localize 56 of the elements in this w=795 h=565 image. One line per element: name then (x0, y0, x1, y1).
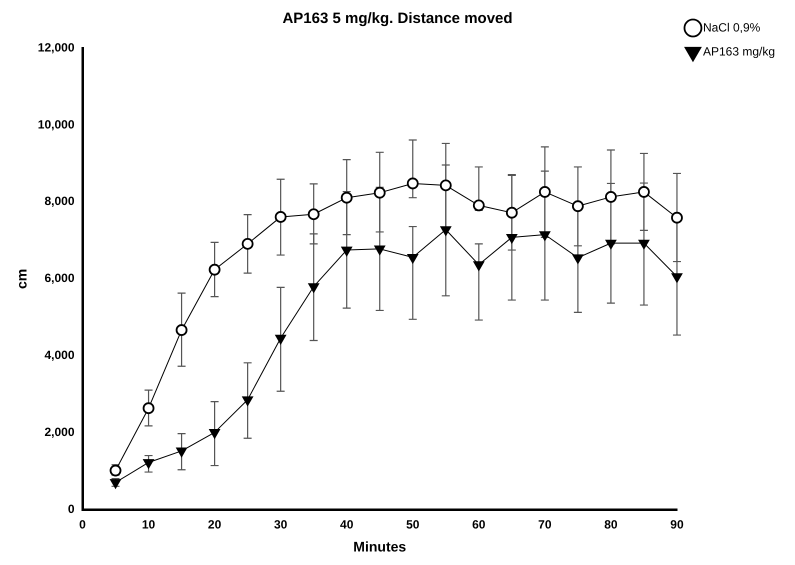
point (374, 186, 386, 199)
point (472, 199, 485, 212)
point (638, 240, 650, 250)
point (308, 208, 320, 220)
legend-label: NaCl 0,9% (702, 20, 761, 34)
point (540, 231, 550, 241)
y-tick-label: 10,000 (38, 117, 75, 132)
point (671, 212, 683, 224)
point (605, 191, 617, 203)
point (209, 429, 220, 438)
x-axis-title: Minutes (353, 538, 406, 554)
x-tick-label: 20 (208, 517, 222, 532)
y-tick-label: 8,000 (44, 194, 75, 208)
point (143, 459, 154, 468)
point (242, 238, 254, 250)
y-tick-label: 6,000 (44, 271, 75, 286)
x-tick-label: 90 (670, 517, 684, 532)
point (374, 245, 385, 255)
point (176, 448, 187, 457)
point (208, 264, 221, 276)
point (242, 396, 253, 406)
y-axis-title: cm (13, 268, 30, 290)
chart-title: AP163 5 mg/kg. Distance moved (282, 10, 513, 28)
point (176, 324, 188, 336)
point (572, 254, 584, 264)
point (142, 402, 154, 414)
x-tick-label: 30 (274, 517, 288, 532)
point (408, 254, 418, 264)
point (274, 211, 287, 223)
point (406, 178, 419, 190)
point (538, 186, 551, 198)
y-tick-label: 2,000 (44, 425, 75, 440)
x-tick-label: 70 (538, 517, 552, 532)
point (572, 200, 584, 212)
point (440, 226, 452, 236)
x-tick-label: 40 (340, 517, 354, 532)
point (506, 234, 518, 244)
x-tick-label: 10 (142, 517, 156, 532)
point (308, 283, 319, 292)
point (506, 206, 518, 219)
point (275, 334, 286, 344)
point (340, 192, 353, 204)
point (606, 240, 616, 250)
x-tick-label: 60 (472, 517, 486, 532)
point (638, 186, 650, 198)
y-tick-label: 4,000 (44, 348, 75, 362)
y-tick-label: 0 (68, 502, 75, 516)
y-tick-label: 12,000 (38, 40, 75, 54)
x-tick-label: 50 (406, 517, 420, 532)
x-tick-label: 0 (79, 517, 86, 532)
point (440, 179, 452, 192)
legend-label: AP163 mg/kg (702, 44, 776, 58)
point (672, 273, 682, 282)
x-tick-label: 80 (604, 517, 618, 532)
point (474, 261, 484, 271)
point (341, 246, 352, 256)
